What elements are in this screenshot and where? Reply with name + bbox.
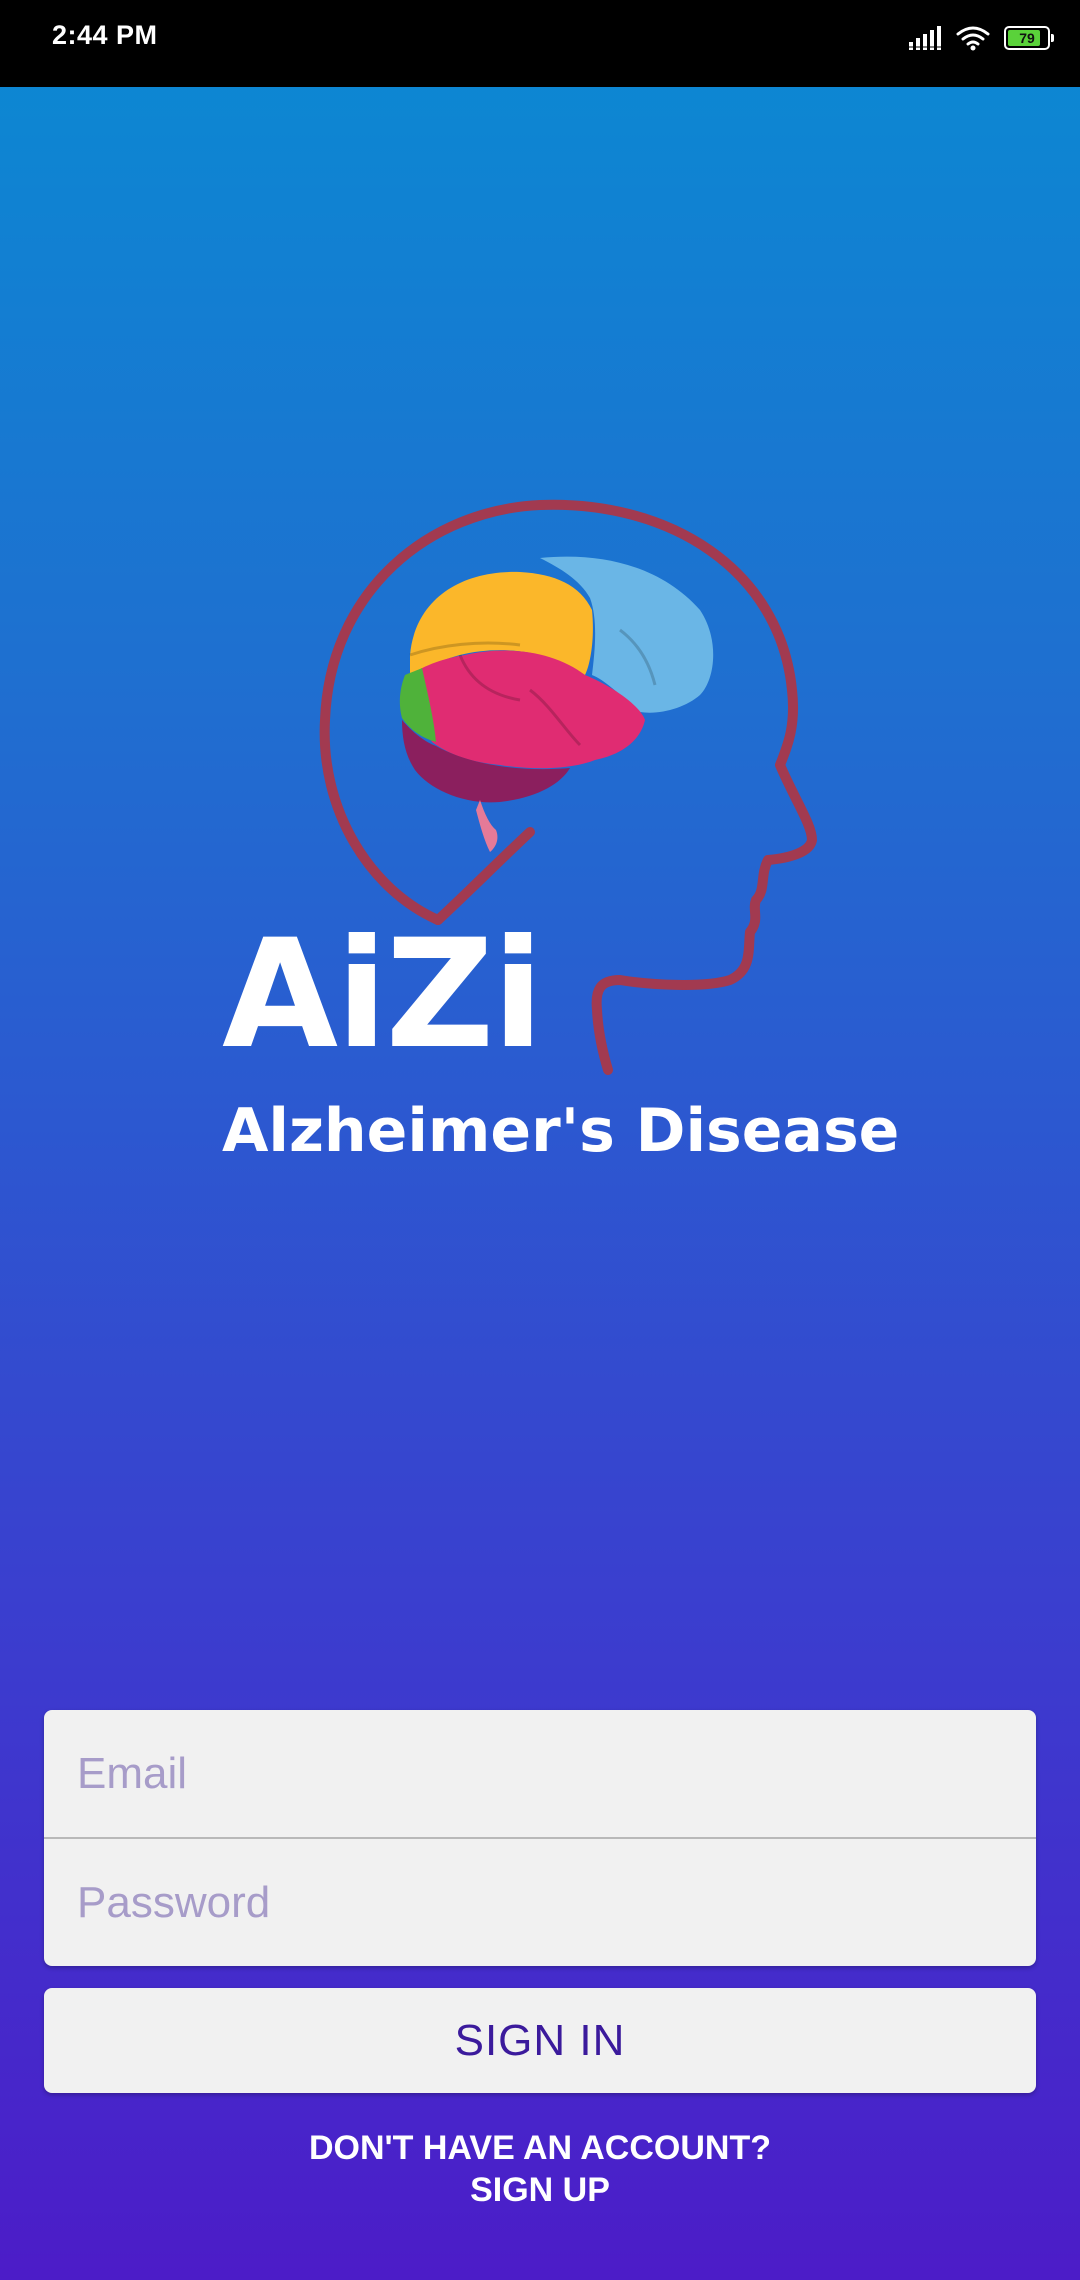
status-bar: 2:44 PM 79 xyxy=(0,0,1080,87)
field-divider xyxy=(44,1837,1036,1839)
status-time: 2:44 PM xyxy=(52,20,158,50)
sign-up-prompt: DON'T HAVE AN ACCOUNT? xyxy=(308,2129,772,2167)
sign-up-link[interactable]: DON'T HAVE AN ACCOUNT? SIGN UP xyxy=(0,2127,1080,2211)
logo-tagline: Alzheimer's Disease xyxy=(222,1096,900,1166)
logo-text: AiZi Alzheimer's Disease xyxy=(222,920,899,1164)
status-icons: 79 xyxy=(908,22,1054,54)
head-brain-logo xyxy=(319,499,817,1075)
signal-icon xyxy=(908,26,942,50)
brand-name: AiZi xyxy=(222,908,544,1082)
login-form xyxy=(44,1710,1036,1966)
sign-up-label: SIGN UP xyxy=(470,2171,610,2209)
password-field[interactable] xyxy=(44,1839,1036,1966)
sign-in-button[interactable]: SIGN IN xyxy=(44,1988,1036,2093)
battery-fill xyxy=(1008,30,1040,46)
wifi-icon xyxy=(956,26,990,51)
battery-level: 79 xyxy=(1019,30,1035,46)
battery-icon: 79 xyxy=(1004,26,1054,50)
email-field[interactable] xyxy=(44,1710,1036,1837)
